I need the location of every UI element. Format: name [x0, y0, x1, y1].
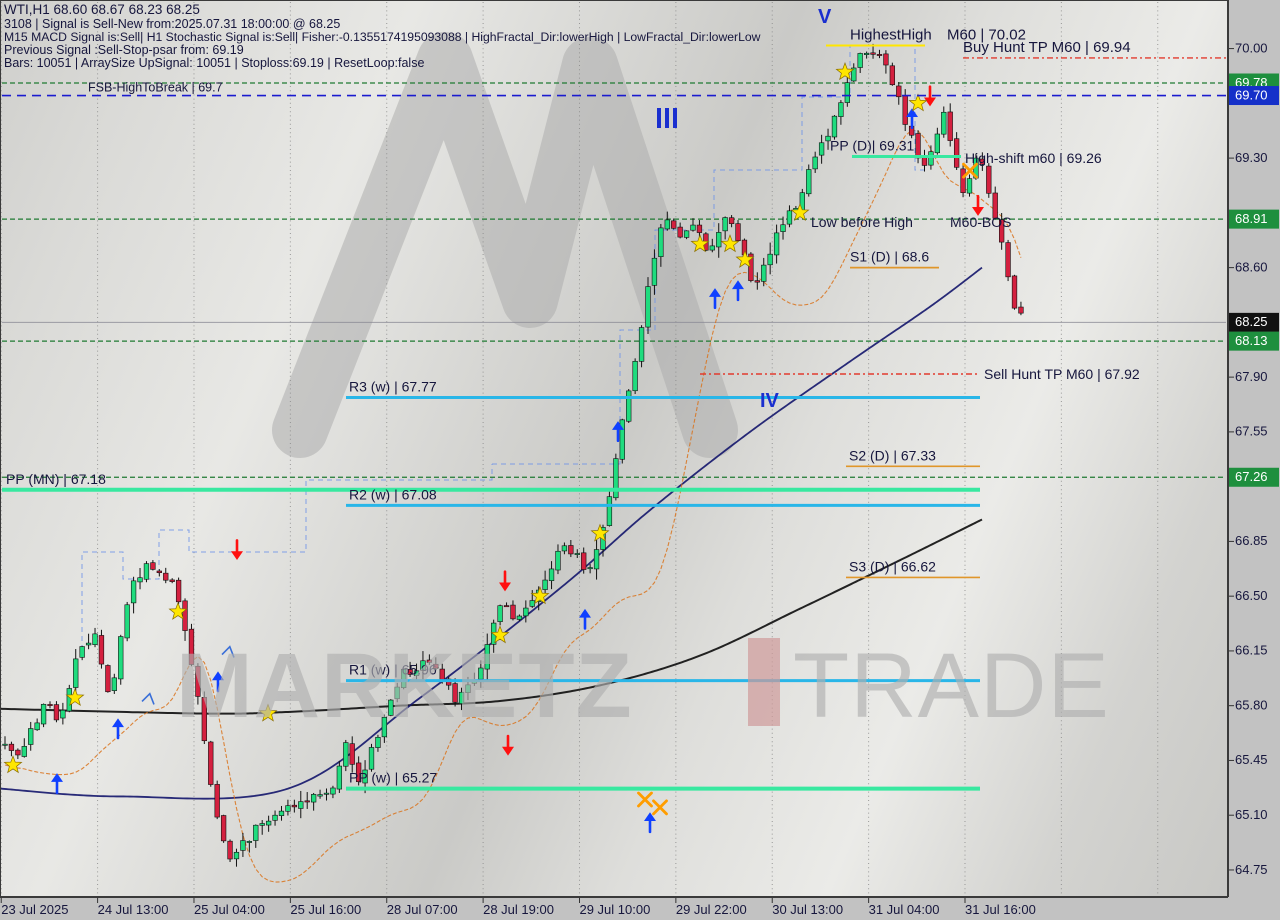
svg-text:68.91: 68.91 [1235, 211, 1268, 226]
svg-text:65.45: 65.45 [1235, 752, 1268, 767]
svg-text:Low before High: Low before High [811, 214, 913, 230]
svg-text:V: V [818, 6, 832, 28]
svg-text:66.15: 66.15 [1235, 643, 1268, 658]
svg-text:PP (MN) | 67.18: PP (MN) | 67.18 [6, 471, 106, 487]
svg-text:High-shift m60 | 69.26: High-shift m60 | 69.26 [965, 150, 1102, 166]
svg-text:HighestHigh: HighestHigh [850, 26, 932, 43]
svg-text:PP (D)| 69.31: PP (D)| 69.31 [830, 138, 915, 154]
svg-text:69.70: 69.70 [1235, 87, 1268, 102]
svg-text:WTI,H1 68.60 68.67 68.23 68.2: WTI,H1 68.60 68.67 68.23 68.25 [4, 2, 200, 17]
svg-text:IV: IV [760, 390, 780, 412]
svg-text:67.26: 67.26 [1235, 469, 1268, 484]
svg-text:R2 (w) | 67.08: R2 (w) | 67.08 [349, 486, 437, 502]
svg-text:Previous Signal :Sell-Stop-psa: Previous Signal :Sell-Stop-psar from: 69… [4, 43, 244, 57]
svg-text:M60-BOS: M60-BOS [950, 214, 1011, 230]
svg-text:S1 (D) | 68.6: S1 (D) | 68.6 [850, 249, 929, 265]
svg-text:PP (w) | 65.27: PP (w) | 65.27 [349, 770, 437, 786]
svg-text:Bars: 10051 | ArraySize UpSign: Bars: 10051 | ArraySize UpSignal: 10051 … [4, 56, 424, 70]
svg-text:29 Jul 22:00: 29 Jul 22:00 [676, 902, 747, 917]
svg-text:28 Jul 07:00: 28 Jul 07:00 [387, 902, 458, 917]
svg-text:30 Jul 13:00: 30 Jul 13:00 [772, 902, 843, 917]
svg-text:68.25: 68.25 [1235, 314, 1268, 329]
svg-text:R3 (w) | 67.77: R3 (w) | 67.77 [349, 378, 437, 394]
svg-text:Buy Hunt TP M60 | 69.94: Buy Hunt TP M60 | 69.94 [963, 39, 1131, 56]
svg-text:69.30: 69.30 [1235, 150, 1268, 165]
svg-text:70.00: 70.00 [1235, 40, 1268, 55]
svg-text:31 Jul 16:00: 31 Jul 16:00 [965, 902, 1036, 917]
svg-text:FSB-HighToBreak | 69.7: FSB-HighToBreak | 69.7 [88, 81, 223, 95]
svg-text:Sell Hunt TP M60 | 67.92: Sell Hunt TP M60 | 67.92 [984, 366, 1140, 382]
svg-text:23 Jul 2025: 23 Jul 2025 [1, 902, 68, 917]
svg-text:68.60: 68.60 [1235, 259, 1268, 274]
svg-text:66.50: 66.50 [1235, 588, 1268, 603]
svg-text:25 Jul 04:00: 25 Jul 04:00 [194, 902, 265, 917]
svg-text:66.85: 66.85 [1235, 533, 1268, 548]
svg-text:24 Jul 13:00: 24 Jul 13:00 [98, 902, 169, 917]
svg-text:M15 MACD Signal is:Sell| H1 St: M15 MACD Signal is:Sell| H1 Stochastic S… [4, 30, 761, 44]
svg-text:68.13: 68.13 [1235, 333, 1268, 348]
svg-text:67.55: 67.55 [1235, 424, 1268, 439]
svg-text:28 Jul 19:00: 28 Jul 19:00 [483, 902, 554, 917]
svg-text:29 Jul 10:00: 29 Jul 10:00 [579, 902, 650, 917]
svg-text:64.75: 64.75 [1235, 862, 1268, 877]
svg-text:65.10: 65.10 [1235, 807, 1268, 822]
svg-text:S3 (D) | 66.62: S3 (D) | 66.62 [849, 558, 936, 574]
svg-text:67.90: 67.90 [1235, 369, 1268, 384]
svg-text:31 Jul 04:00: 31 Jul 04:00 [869, 902, 940, 917]
svg-text:65.80: 65.80 [1235, 697, 1268, 712]
svg-text:S2 (D) | 67.33: S2 (D) | 67.33 [849, 447, 936, 463]
svg-text:25 Jul 16:00: 25 Jul 16:00 [290, 902, 361, 917]
svg-text:3108 | Signal is Sell-New from: 3108 | Signal is Sell-New from:2025.07.3… [4, 17, 340, 31]
